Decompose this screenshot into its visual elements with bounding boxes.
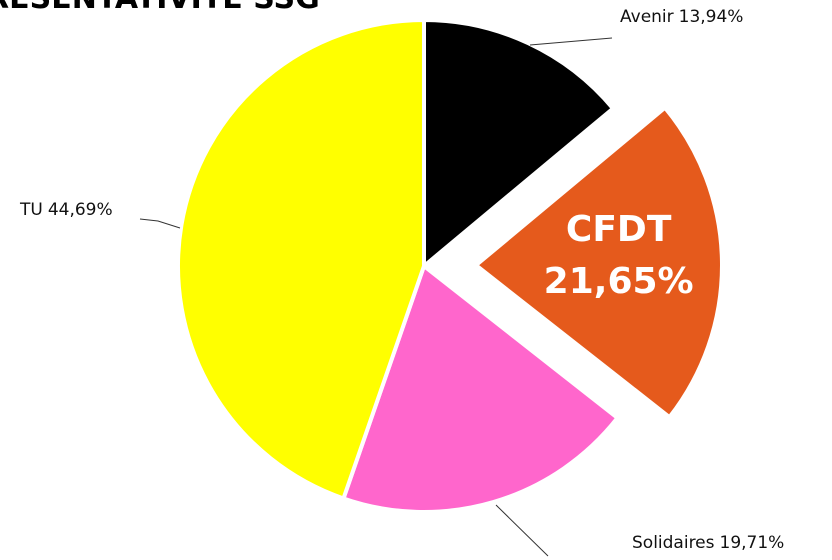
slice-label: Avenir 13,94% bbox=[620, 7, 743, 27]
pie-slice bbox=[422, 18, 615, 268]
slice-value: 21,65% bbox=[544, 261, 694, 302]
pie-slice bbox=[341, 264, 620, 514]
chart-title: RESENTATIVITE SSG bbox=[0, 0, 320, 16]
slice-value: 44,69% bbox=[48, 200, 113, 220]
slice-value: 19,71% bbox=[720, 533, 785, 553]
slice-category: CFDT bbox=[566, 209, 672, 250]
pie-slice bbox=[473, 105, 724, 420]
slice-label: TU 44,69% bbox=[19, 200, 113, 220]
leader-line bbox=[139, 218, 181, 229]
leader-line bbox=[495, 504, 549, 557]
slice-category: Solidaires bbox=[632, 533, 715, 553]
leader-line bbox=[529, 37, 613, 46]
pie-slice bbox=[176, 18, 426, 501]
slice-label: Solidaires 19,71% bbox=[632, 533, 784, 553]
slice-value: 13,94% bbox=[679, 7, 744, 27]
slice-category: TU bbox=[19, 200, 43, 220]
slice-category: Avenir bbox=[620, 7, 674, 27]
